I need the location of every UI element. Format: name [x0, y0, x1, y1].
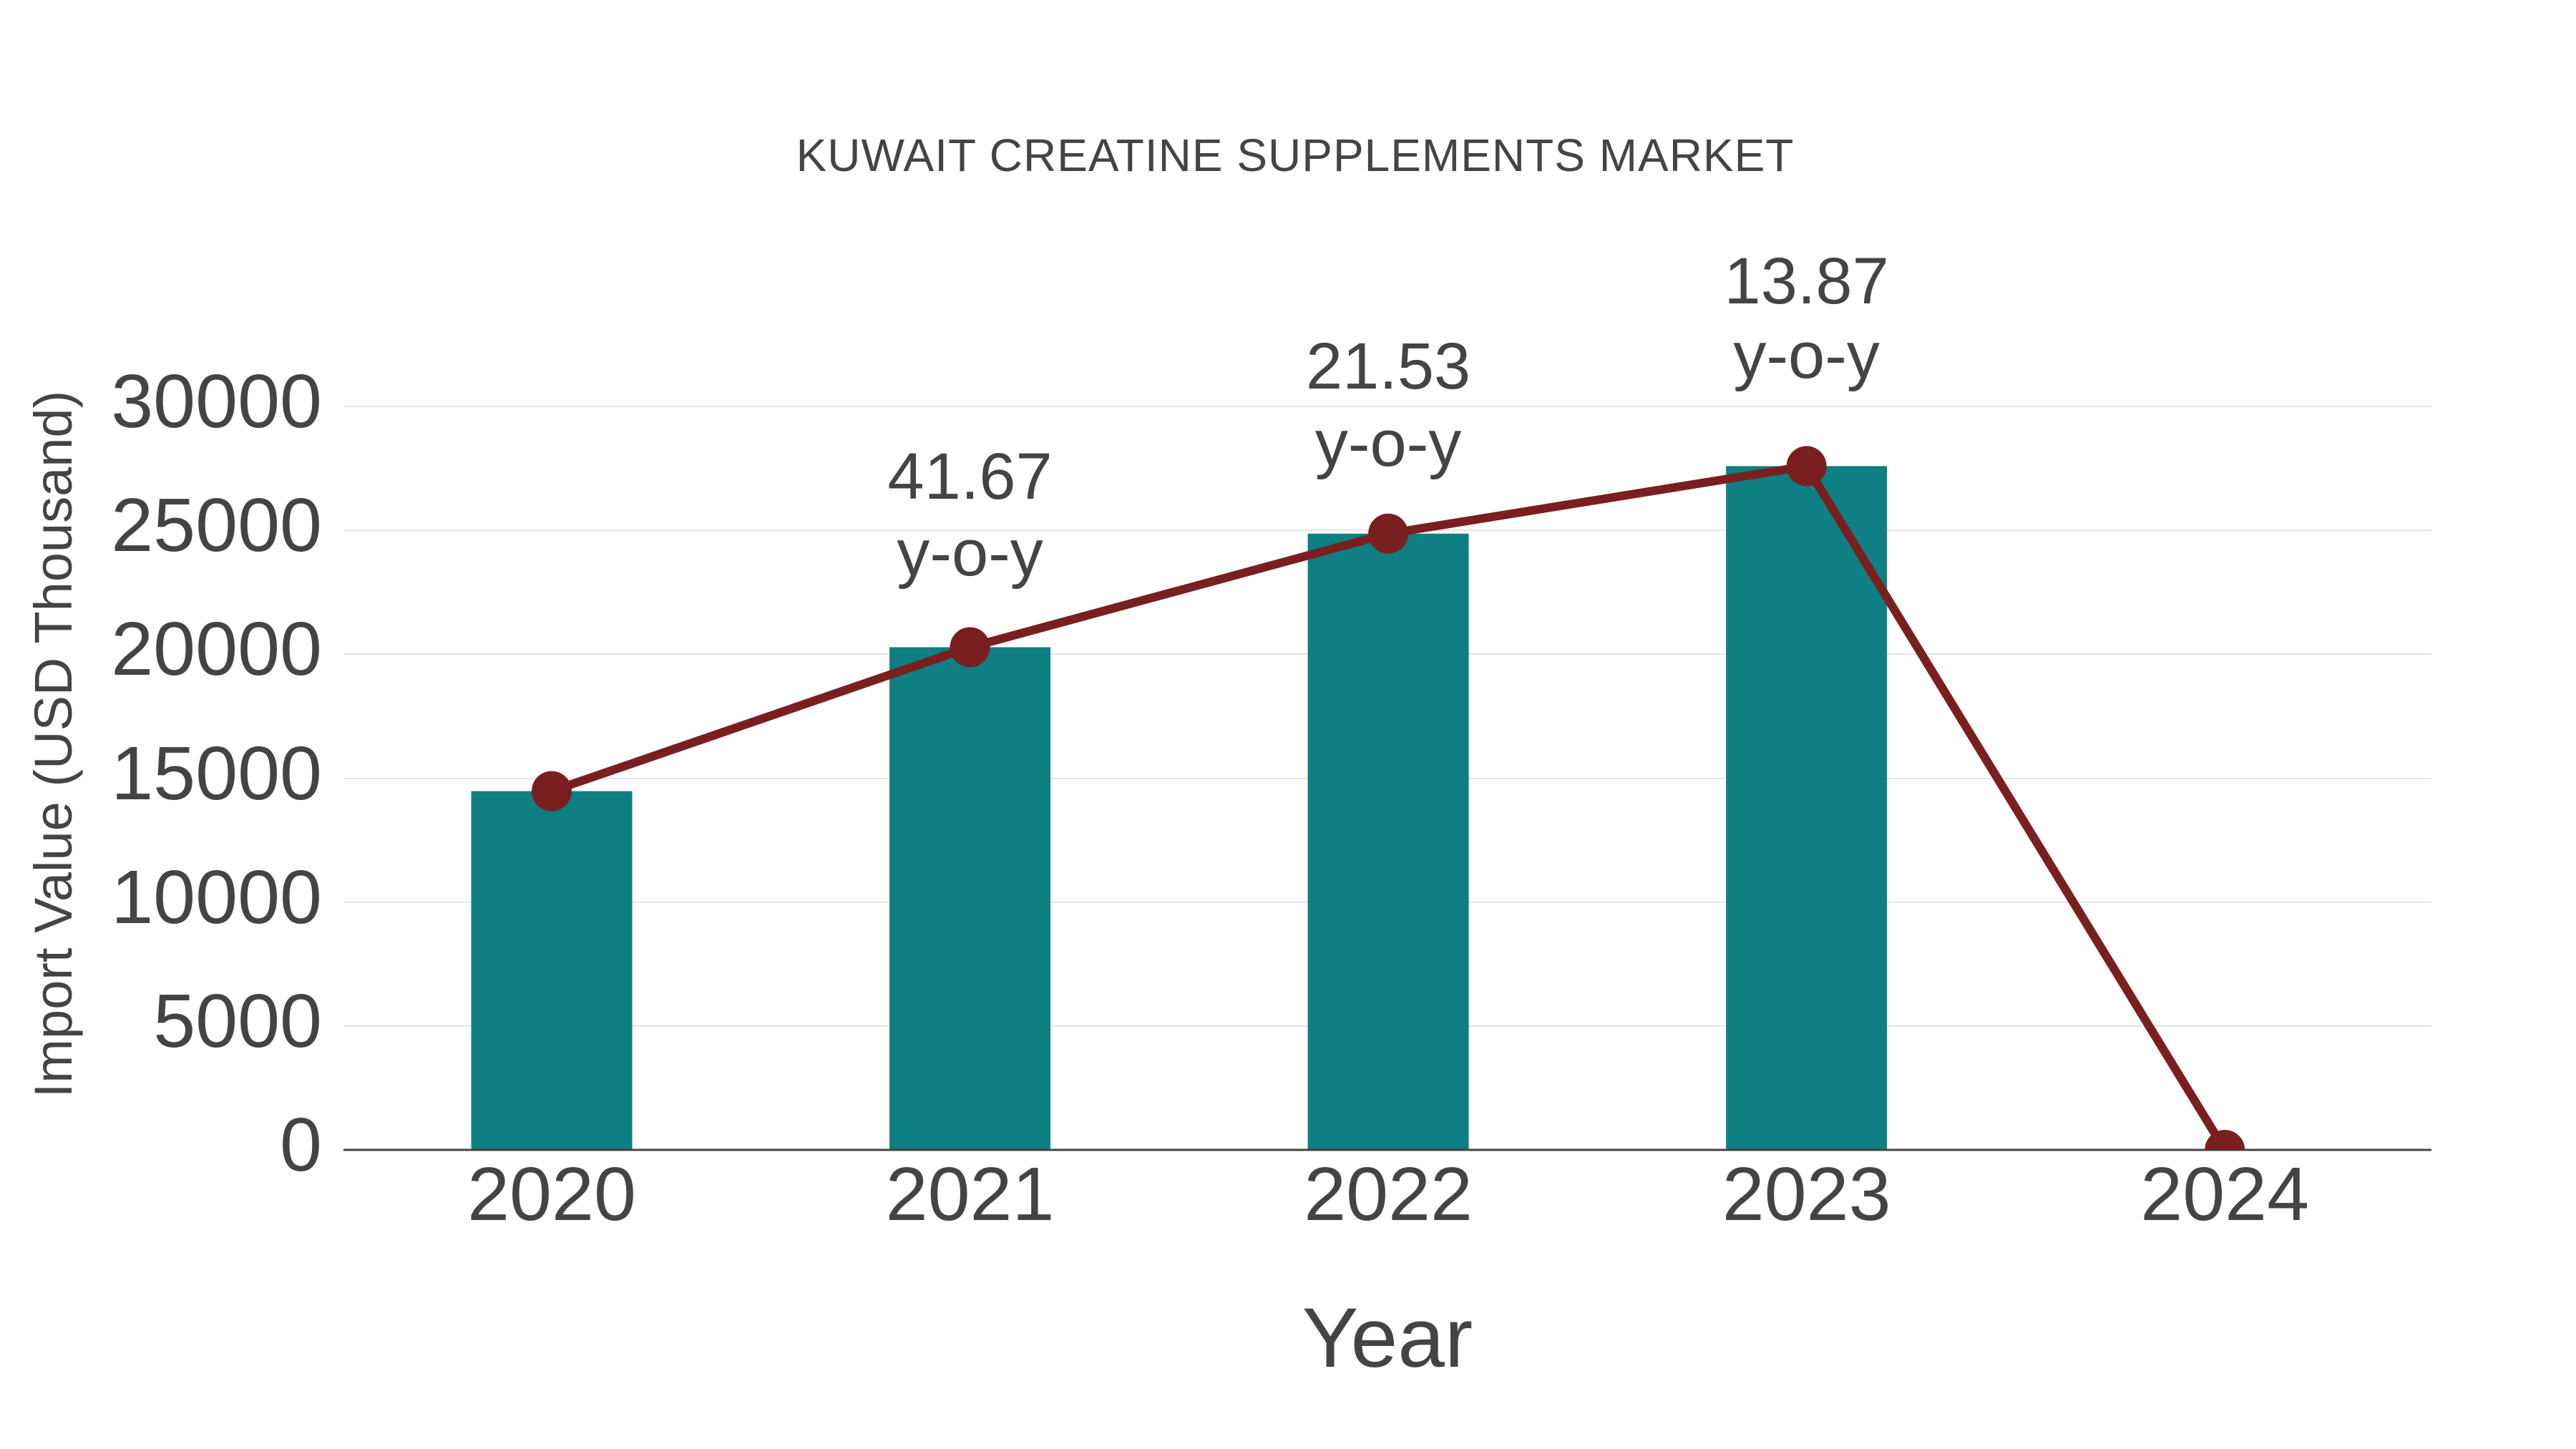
svg-text:2021: 2021	[886, 1152, 1055, 1236]
svg-text:41.67: 41.67	[887, 440, 1052, 513]
svg-text:15000: 15000	[111, 731, 322, 816]
svg-text:20000: 20000	[111, 607, 322, 691]
svg-text:25000: 25000	[111, 483, 322, 567]
svg-text:Year: Year	[1302, 1291, 1473, 1385]
svg-text:5000: 5000	[153, 979, 322, 1063]
svg-text:2023: 2023	[1722, 1152, 1891, 1236]
svg-text:13.87: 13.87	[1724, 245, 1889, 318]
svg-text:10000: 10000	[111, 855, 322, 940]
svg-text:0: 0	[280, 1103, 322, 1187]
svg-text:2024: 2024	[2140, 1152, 2309, 1236]
svg-text:21.53: 21.53	[1306, 330, 1470, 403]
svg-text:30000: 30000	[111, 359, 322, 444]
svg-text:2022: 2022	[1304, 1152, 1473, 1236]
svg-text:y-o-y: y-o-y	[897, 517, 1043, 590]
svg-text:y-o-y: y-o-y	[1315, 407, 1461, 480]
svg-text:y-o-y: y-o-y	[1733, 319, 1879, 392]
svg-text:KUWAIT CREATINE SUPPLEMENTS MA: KUWAIT CREATINE SUPPLEMENTS MARKET	[796, 130, 1795, 181]
svg-text:Import Value (USD Thousand): Import Value (USD Thousand)	[24, 391, 83, 1098]
svg-text:2020: 2020	[467, 1152, 636, 1236]
